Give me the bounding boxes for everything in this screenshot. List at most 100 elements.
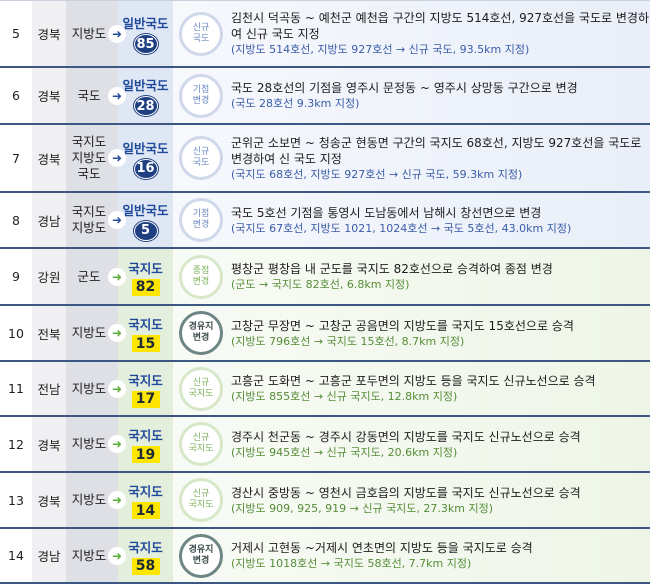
region: 전북 [32,306,66,360]
change-description: 경유지 변경 거제시 고현동 ~거제시 연초면의 지방도 등을 국지도로 승격 (… [173,529,650,582]
table-row: 14 경남 지방도 ➜ 국지도 58 경유지 변경 거제시 고현동 ~거제시 연초면의… [0,529,650,584]
table-row: 13 경북 지방도 ➜ 국지도 14 신규 국지도 경산시 중방동 ~ 영천시 금호읍… [0,473,650,529]
change-type-badge: 경유지 변경 [179,311,223,355]
description-detail: (지방도 1018호선 → 국지도 58호선, 7.7km 지정) [231,557,472,570]
from-road-types: 지방도 ➜ [66,1,126,66]
local-route-number-badge: 14 [131,502,160,519]
from-road-type: 군도 [77,268,101,284]
new-road-type: 국지도 [128,539,163,555]
description-detail: (지방도 514호선, 지방도 927호선 → 신규 국도, 93.5km 지정… [231,43,530,56]
badge-line: 신규 [192,489,210,499]
from-road-type: 국지도 [71,204,107,219]
badge-line: 국도 [192,33,210,44]
description-detail: (국지도 67호선, 지방도 1021, 1024호선 → 국도 5호선, 43… [231,221,572,235]
description-detail: (지방도 945호선 → 신규 국지도, 20.6km 지정) [231,445,458,459]
row-number: 12 [0,417,32,471]
new-road: 국지도 19 [118,417,173,471]
description-main: 김천시 덕곡동 ~ 예천군 예천읍 구간의 지방도 514호선, 927호선을 … [231,11,649,41]
region: 전남 [32,362,66,415]
table-row: 10 전북 지방도 ➜ 국지도 15 경유지 변경 고창군 무장면 ~ 고창군 공음면… [0,306,650,362]
change-description: 기점 변경 국도 28호선의 기점을 영주시 문정동 ~ 영주시 상망동 구간으로… [173,68,650,123]
badge-line: 국지도 [188,444,214,454]
arrow-right-icon: ➜ [108,86,126,105]
change-type-badge: 신규 국지도 [179,366,223,411]
badge-line: 국도 [192,158,210,168]
new-road-type: 국지도 [128,260,163,276]
badge-line: 국지도 [188,500,214,510]
new-road-type: 국지도 [128,428,163,443]
local-route-number-badge: 15 [131,335,160,352]
region: 강원 [32,249,66,304]
arrow-right-icon: ➜ [108,324,126,342]
row-number: 13 [0,473,32,527]
from-road-type: 지방도 [71,150,107,165]
table-row: 6 경북 국도 ➜ 일반국도 28 기점 변경 국도 28호선의 기점을 영주시 문정… [0,68,650,125]
description-main: 경주시 천군동 ~ 경주시 강동면의 지방도를 국지도 신규노선으로 승격 [231,429,581,444]
row-number: 11 [0,362,32,415]
from-road-type: 국지도 [71,134,107,149]
from-road-type: 지방도 [71,325,107,340]
local-route-number-badge: 82 [131,278,160,296]
national-route-number-badge: 5 [133,220,158,241]
description-main: 평창군 평창읍 내 군도를 국지도 82호선으로 승격하여 종점 변경 [231,262,553,276]
from-road-type: 지방도 [71,547,107,563]
from-road-type: 지방도 [71,436,107,451]
from-road-type: 지방도 [71,492,107,507]
table-row: 9 강원 군도 ➜ 국지도 82 종점 변경 평창군 평창읍 내 군도를 국지도 82… [0,249,650,306]
badge-line: 기점 [192,84,210,95]
row-number: 9 [0,249,32,304]
description-main: 고창군 무장면 ~ 고창군 공음면의 지방도를 국지도 15호선으로 승격 [231,318,574,333]
row-number: 5 [0,1,32,66]
local-route-number-badge: 58 [131,557,160,575]
new-road-type: 일반국도 [122,140,169,156]
new-road-type: 일반국도 [122,202,169,218]
new-road: 국지도 14 [118,473,173,527]
change-type-badge: 기점 변경 [179,198,223,242]
badge-line: 신규 [192,22,210,33]
local-route-number-badge: 17 [131,390,160,408]
row-number: 10 [0,306,32,360]
arrow-right-icon: ➜ [108,435,126,453]
row-number: 8 [0,193,32,247]
change-description: 신규 국도 김천시 덕곡동 ~ 예천군 예천읍 구간의 지방도 514호선, 92… [173,1,650,66]
new-road: 일반국도 85 [118,1,173,66]
arrow-right-icon: ➜ [108,491,126,509]
from-road-types: 지방도 ➜ [66,306,126,360]
arrow-right-icon: ➜ [108,24,126,43]
region: 경남 [32,529,66,582]
badge-line: 변경 [192,555,210,566]
badge-line: 변경 [192,95,210,106]
region: 경북 [32,473,66,527]
badge-line: 신규 [192,433,210,443]
description-main: 거제시 고현동 ~거제시 연초면의 지방도 등을 국지도로 승격 [231,541,533,555]
description-detail: (지방도 909, 925, 919 → 신규 국지도, 27.3km 지정) [231,501,494,515]
new-road-type: 국지도 [128,484,163,499]
badge-line: 신규 [192,147,210,157]
table-row: 5 경북 지방도 ➜ 일반국도 85 신규 국도 김천시 덕곡동 ~ 예천군 예천읍 … [0,1,650,68]
change-description: 신규 국도 군위군 소보면 ~ 청송군 현동면 구간의 국지도 68호선, 지방도… [173,125,650,191]
arrow-right-icon: ➜ [108,211,126,229]
from-road-type: 지방도 [71,220,107,235]
from-road-types: 국지도 지방도 국도 ➜ [66,125,126,191]
change-description: 신규 국지도 고흥군 도화면 ~ 고흥군 포두면의 지방도 등을 국지도 신규노선… [173,362,650,415]
description-main: 군위군 소보면 ~ 청송군 현동면 구간의 국지도 68호선, 지방도 927호… [231,135,642,166]
from-road-types: 지방도 ➜ [66,529,126,582]
from-road-types: 지방도 ➜ [66,362,126,415]
description-detail: (지방도 855호선 → 신규 국지도, 12.8km 지정) [231,390,458,403]
description-detail: (국도 28호선 9.3km 지정) [231,97,360,110]
from-road-type: 국도 [77,87,101,103]
from-road-type: 지방도 [71,25,107,41]
badge-line: 국지도 [188,388,214,399]
local-route-number-badge: 19 [131,446,160,463]
arrow-right-icon: ➜ [108,267,126,286]
badge-line: 경유지 [188,544,214,555]
description-detail: (지방도 796호선 → 국지도 15호선, 8.7km 지정) [231,334,465,348]
new-road: 국지도 15 [118,306,173,360]
new-road-type: 국지도 [128,317,163,332]
badge-line: 신규 [192,377,210,388]
from-road-types: 지방도 ➜ [66,417,126,471]
new-road-type: 국지도 [128,372,163,388]
arrow-right-icon: ➜ [108,379,126,398]
from-road-type: 지방도 [71,380,107,396]
change-description: 경유지 변경 고창군 무장면 ~ 고창군 공음면의 지방도를 국지도 15호선으로… [173,306,650,360]
